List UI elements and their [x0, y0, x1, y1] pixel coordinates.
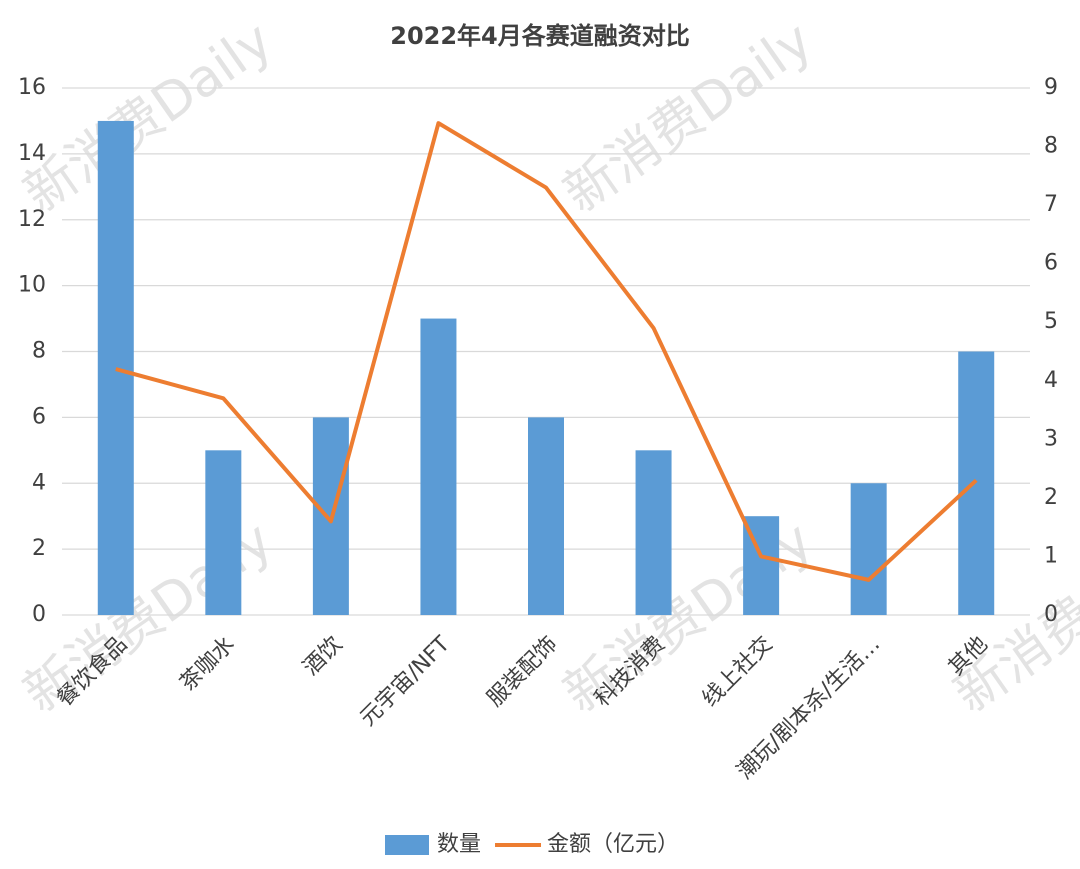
y2-tick-label: 9	[1044, 75, 1058, 100]
line	[115, 121, 978, 582]
legend-label: 数量	[437, 832, 481, 857]
y-tick-label: 12	[18, 207, 46, 232]
y-tick-label: 4	[32, 470, 46, 495]
y2-tick-label: 4	[1044, 368, 1058, 393]
bar	[958, 351, 995, 615]
bar	[205, 450, 242, 615]
y-tick-label: 6	[32, 404, 46, 429]
x-tick-label: 线上社交	[698, 632, 778, 712]
bar	[850, 483, 887, 615]
bar	[528, 417, 564, 615]
legend-label: 金额（亿元）	[547, 832, 679, 857]
x-tick-label: 茶咖水	[175, 632, 239, 696]
x-tick-label: 服装配饰	[483, 632, 563, 712]
y2-tick-label: 5	[1044, 309, 1058, 334]
watermark: 新消费Daily	[13, 10, 283, 224]
y2-tick-label: 1	[1044, 543, 1058, 568]
y-tick-label: 16	[18, 75, 46, 100]
y-tick-label: 8	[32, 339, 46, 364]
y2-tick-label: 3	[1044, 426, 1058, 451]
y-tick-label: 10	[18, 273, 46, 298]
y-tick-label: 0	[32, 602, 46, 627]
x-tick-label: 元宇宙/NFT	[356, 631, 456, 731]
y2-tick-label: 8	[1044, 134, 1058, 159]
y2-tick-label: 0	[1044, 602, 1058, 627]
y-tick-label: 2	[32, 536, 46, 561]
y-tick-label: 14	[18, 141, 46, 166]
legend-swatch	[385, 835, 429, 855]
bar	[420, 318, 457, 615]
x-tick-label: 酒饮	[299, 632, 348, 681]
y2-tick-label: 6	[1044, 251, 1058, 276]
y2-tick-label: 7	[1044, 192, 1058, 217]
bar	[97, 120, 134, 615]
bar	[635, 450, 672, 615]
y2-tick-label: 2	[1044, 485, 1058, 510]
chart-title: 2022年4月各赛道融资对比	[390, 22, 690, 50]
